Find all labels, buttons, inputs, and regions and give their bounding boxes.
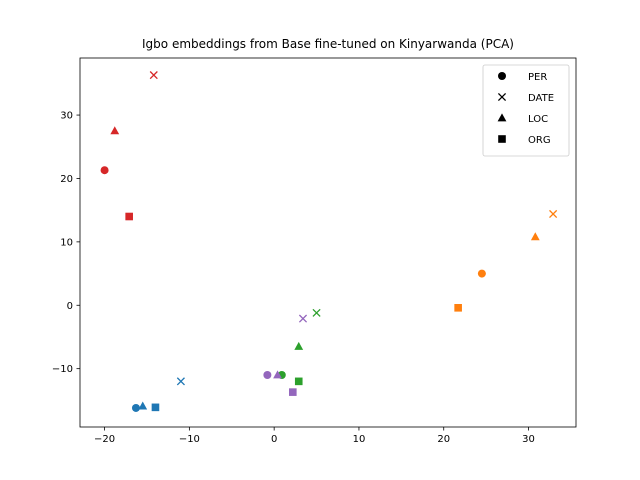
data-points	[100, 71, 558, 412]
y-tick-label: 30	[60, 111, 73, 122]
point-square-1-3	[454, 304, 462, 312]
point-x-3-1	[149, 71, 158, 80]
point-x-4-1	[298, 314, 308, 323]
point-circle-0-0	[131, 403, 140, 412]
axes: −20 −10 0 10 20 30 −10 0 10 20 30	[52, 57, 577, 445]
point-triangle-1-2	[530, 232, 540, 241]
x-tick-label: −20	[94, 434, 115, 445]
point-circle-1-0	[477, 269, 486, 278]
point-triangle-3-2	[110, 126, 120, 135]
legend-marker-square	[498, 135, 506, 143]
legend-label-date: DATE	[528, 93, 554, 104]
point-x-2-1	[312, 308, 321, 317]
point-square-2-3	[294, 377, 303, 386]
x-tick-label: 30	[522, 434, 535, 445]
legend-marker-x	[497, 92, 507, 102]
point-circle-4-0	[263, 371, 272, 380]
point-square-0-3	[151, 403, 160, 412]
point-x-1-1	[549, 209, 558, 219]
legend-label-org: ORG	[528, 135, 551, 146]
x-tick-label: 20	[437, 434, 450, 445]
point-square-4-3	[289, 388, 297, 396]
point-triangle-0-2	[138, 401, 148, 410]
x-tick-label: 0	[271, 434, 277, 445]
y-tick-label: 0	[67, 301, 73, 312]
legend-box	[482, 64, 570, 157]
y-tick-label: −10	[52, 364, 73, 375]
point-circle-3-0	[100, 166, 109, 175]
chart-title: Igbo embeddings from Base fine-tuned on …	[142, 37, 514, 51]
legend-label-per: PER	[528, 72, 547, 83]
legend-label-loc: LOC	[528, 114, 548, 125]
point-x-0-1	[176, 377, 185, 386]
legend: PER DATE LOC ORG	[482, 64, 570, 157]
point-triangle-4-2	[273, 370, 282, 379]
legend-marker-triangle	[497, 113, 507, 122]
legend-marker-circle	[498, 72, 506, 80]
point-square-3-3	[125, 212, 133, 221]
point-triangle-2-2	[294, 341, 304, 350]
plot-frame	[79, 57, 577, 428]
y-tick-label: 20	[60, 174, 73, 185]
x-tick-label: 10	[353, 434, 366, 445]
y-tick-label: 10	[60, 237, 73, 248]
x-tick-label: −10	[179, 434, 200, 445]
